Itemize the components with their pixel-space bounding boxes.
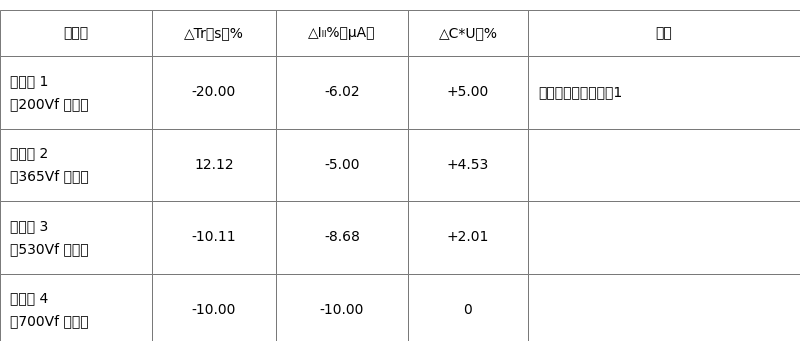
Text: 实施例 1
（200Vf 化成）: 实施例 1 （200Vf 化成）: [10, 74, 89, 111]
Text: -10.00: -10.00: [192, 303, 236, 317]
Bar: [276, 129, 408, 201]
Text: -10.11: -10.11: [192, 231, 236, 244]
Bar: [276, 56, 408, 129]
Bar: [0, 129, 152, 201]
Bar: [0, 10, 152, 56]
Bar: [528, 129, 800, 201]
Text: +2.01: +2.01: [447, 231, 489, 244]
Bar: [276, 10, 408, 56]
Text: -20.00: -20.00: [192, 86, 236, 100]
Text: +4.53: +4.53: [447, 158, 489, 172]
Bar: [408, 273, 528, 341]
Text: △Iₗₗ%（μA）: △Iₗₗ%（μA）: [308, 26, 376, 40]
Bar: [152, 201, 276, 273]
Bar: [408, 10, 528, 56]
Text: +5.00: +5.00: [447, 86, 489, 100]
Bar: [152, 10, 276, 56]
Text: 实施例 4
（700Vf 化成）: 实施例 4 （700Vf 化成）: [10, 292, 89, 328]
Bar: [528, 273, 800, 341]
Text: △Tr（s）%: △Tr（s）%: [184, 26, 244, 40]
Bar: [0, 273, 152, 341]
Bar: [528, 201, 800, 273]
Bar: [528, 56, 800, 129]
Text: 实施例: 实施例: [63, 26, 89, 40]
Bar: [276, 273, 408, 341]
Bar: [152, 56, 276, 129]
Text: △C*U値%: △C*U値%: [438, 26, 498, 40]
Bar: [408, 56, 528, 129]
Text: 实施例 2
（365Vf 化成）: 实施例 2 （365Vf 化成）: [10, 147, 89, 183]
Bar: [152, 129, 276, 201]
Bar: [528, 10, 800, 56]
Text: 0: 0: [464, 303, 472, 317]
Bar: [0, 56, 152, 129]
Text: 对比实例数值设为：1: 对比实例数值设为：1: [538, 86, 622, 100]
Text: 实施例 3
（530Vf 化成）: 实施例 3 （530Vf 化成）: [10, 219, 89, 256]
Bar: [152, 273, 276, 341]
Bar: [408, 201, 528, 273]
Text: 备注: 备注: [656, 26, 672, 40]
Text: 12.12: 12.12: [194, 158, 234, 172]
Bar: [276, 201, 408, 273]
Bar: [0, 201, 152, 273]
Text: -10.00: -10.00: [320, 303, 364, 317]
Text: -5.00: -5.00: [324, 158, 360, 172]
Text: -6.02: -6.02: [324, 86, 360, 100]
Text: -8.68: -8.68: [324, 231, 360, 244]
Bar: [408, 129, 528, 201]
